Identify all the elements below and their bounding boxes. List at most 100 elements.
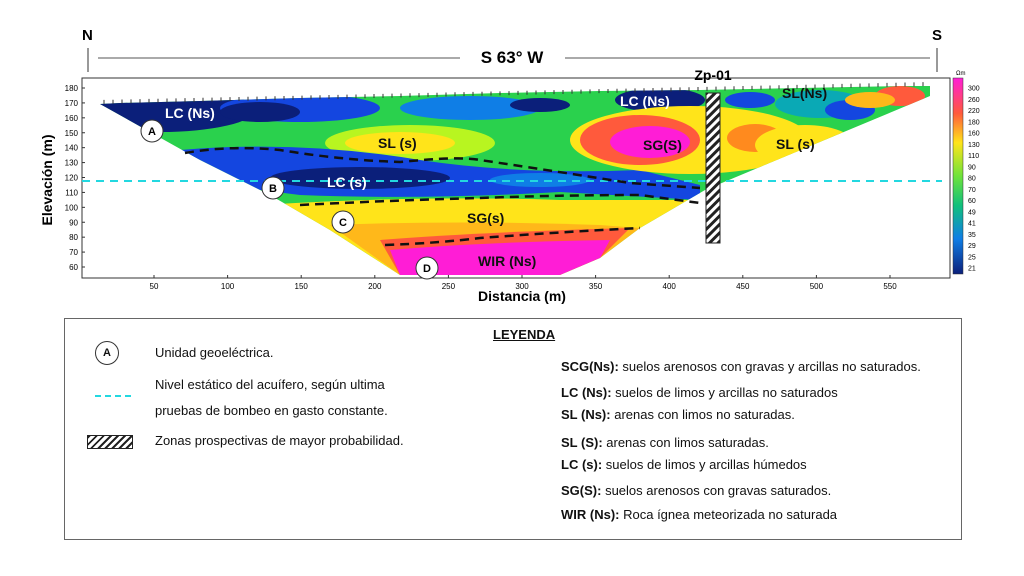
svg-text:D: D (423, 263, 431, 275)
x-tick-label: 150 (295, 282, 309, 291)
color-scale-value: 160 (968, 131, 980, 138)
legend-entry-desc: arenas con limos saturadas. (602, 435, 769, 450)
color-scale-value: 180 (968, 119, 980, 126)
color-scale-unit: Ωm (956, 71, 965, 77)
x-tick-label: 450 (736, 282, 750, 291)
north-label: N (82, 27, 93, 44)
y-tick-label: 90 (69, 218, 78, 227)
y-tick-label: 180 (65, 84, 79, 93)
color-scale-labels: 300 260 220 180 160 130 110 90 80 70 60 49 41 35 29 25 2… (968, 86, 980, 273)
y-tick-label: 130 (65, 159, 79, 168)
legend-entry-desc: suelos de limos y arcillas no saturados (611, 385, 838, 400)
zone-label-sg-S: SG(S) (643, 137, 682, 153)
legend-entry: LC (Ns): suelos de limos y arcillas no s… (561, 385, 838, 400)
y-tick-label: 160 (65, 114, 79, 123)
legend-entry-code: LC (Ns): (561, 385, 612, 400)
zone-label-sl-ns: SL(Ns) (782, 85, 827, 101)
legend-entry: WIR (Ns): Roca ígnea meteorizada no satu… (561, 507, 837, 522)
y-tick-label: 170 (65, 99, 79, 108)
color-scale-value: 260 (968, 97, 980, 104)
legend-entry-code: SL (S): (561, 435, 603, 450)
zone-label-sl-s-left: SL (s) (378, 135, 417, 151)
zone-label-sl-s-right: SL (s) (776, 136, 815, 152)
borehole-zp-01 (705, 92, 721, 244)
y-tick-label: 110 (65, 188, 78, 197)
x-tick-label: 300 (515, 282, 529, 291)
color-scale-value: 300 (968, 86, 980, 93)
legend-circle-symbol: A (95, 341, 119, 365)
zone-label-lc-ns-right: LC (Ns) (620, 93, 670, 109)
legend-entry-desc: arenas con limos no saturadas. (610, 407, 795, 422)
svg-text:A: A (148, 126, 156, 138)
legend-water-text-2: pruebas de bombeo en gasto constante. (155, 403, 388, 418)
resistivity-section: N S S 63° W (39, 27, 980, 304)
color-scale-value: 110 (968, 153, 979, 160)
zone-label-lc-ns-left: LC (Ns) (165, 105, 215, 121)
svg-text:C: C (339, 217, 347, 229)
y-tick-label: 80 (69, 233, 78, 242)
legend-entry-desc: suelos de limos y arcillas húmedos (602, 457, 807, 472)
color-scale-value: 49 (968, 209, 976, 216)
zone-label-wir: WIR (Ns) (478, 253, 536, 269)
x-axis-label: Distancia (m) (478, 288, 566, 304)
contact-line-upper (184, 146, 701, 190)
legend-water-symbol (95, 395, 131, 397)
color-scale-value: 25 (968, 254, 976, 261)
legend-entry-desc: suelos arenosos con gravas y arcillas no… (618, 359, 921, 374)
legend-hatch-text: Zonas prospectivas de mayor probabilidad… (155, 433, 404, 448)
legend-entry-code: LC (s): (561, 457, 603, 472)
color-scale-value: 60 (968, 198, 976, 205)
topography-ticks (103, 82, 924, 104)
color-scale-value: 80 (968, 176, 976, 183)
contact-line-middle (299, 193, 701, 207)
legend-hatch-symbol (87, 435, 133, 449)
x-tick-label: 200 (368, 282, 382, 291)
legend-entry: SCG(Ns): suelos arenosos con gravas y ar… (561, 359, 921, 374)
y-axis-ticks: 180 170 160 150 140 130 120 110 100 90 80 70 60 (65, 84, 85, 272)
legend-entry-code: SCG(Ns): (561, 359, 619, 374)
unit-marker-C: C (331, 210, 355, 234)
contact-line-lower (384, 226, 641, 247)
color-scale-value: 220 (968, 108, 980, 115)
legend-title: LEYENDA (493, 327, 556, 342)
color-scale-value: 21 (968, 266, 976, 273)
legend-entry: SG(S): suelos arenosos con gravas satura… (561, 483, 831, 498)
x-tick-label: 400 (663, 282, 677, 291)
unit-marker-B: B (261, 176, 285, 200)
y-tick-label: 120 (65, 174, 79, 183)
color-scale-value: 41 (968, 221, 976, 228)
zone-label-sg-s: SG(s) (467, 210, 504, 226)
zone-label-lc-s: LC (s) (327, 174, 367, 190)
y-tick-label: 60 (69, 263, 78, 272)
legend-box: LEYENDA A Unidad geoeléctrica. Nivel est… (64, 318, 962, 540)
x-tick-label: 350 (589, 282, 603, 291)
legend-entry: LC (s): suelos de limos y arcillas húmed… (561, 457, 807, 472)
color-scale-value: 130 (968, 142, 980, 149)
unit-marker-A: A (140, 119, 164, 143)
x-tick-label: 500 (810, 282, 824, 291)
x-axis-ticks: 50 100 150 200 250 300 350 400 450 500 550 (150, 275, 897, 291)
y-tick-label: 140 (65, 144, 79, 153)
legend-entry-code: SG(S): (561, 483, 602, 498)
legend-entry-desc: suelos arenosos con gravas saturados. (601, 483, 832, 498)
x-tick-label: 50 (150, 282, 159, 291)
legend-water-text-1: Nivel estático del acuífero, según ultim… (155, 377, 385, 392)
x-tick-label: 550 (883, 282, 897, 291)
color-scale-value: 35 (968, 232, 976, 239)
y-axis-label: Elevación (m) (39, 134, 55, 225)
legend-entry: SL (S): arenas con limos saturadas. (561, 435, 769, 450)
y-tick-label: 150 (65, 129, 79, 138)
x-tick-label: 250 (442, 282, 456, 291)
legend-circle-text: Unidad geoeléctrica. (155, 345, 274, 360)
svg-text:B: B (269, 183, 277, 195)
y-tick-label: 70 (69, 248, 78, 257)
legend-entry-code: SL (Ns): (561, 407, 611, 422)
unit-marker-D: D (415, 256, 439, 280)
legend-entry-code: WIR (Ns): (561, 507, 620, 522)
color-scale-value: 70 (968, 187, 976, 194)
color-scale-value: 90 (968, 164, 976, 171)
borehole-label: Zp-01 (694, 67, 732, 83)
legend-entry-desc: Roca ígnea meteorizada no saturada (619, 507, 838, 522)
x-tick-label: 100 (221, 282, 235, 291)
color-scale-bar (952, 77, 964, 275)
